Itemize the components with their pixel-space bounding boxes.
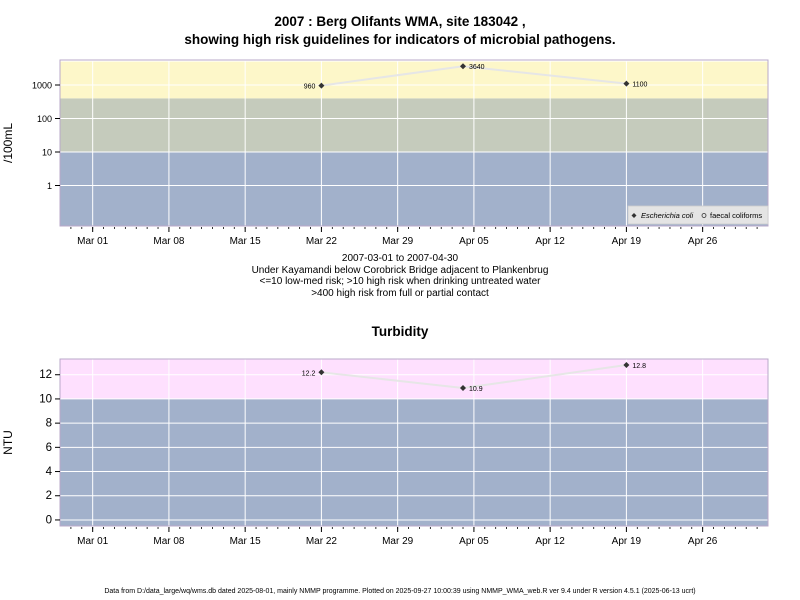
y-tick-label: 4 [46,466,53,478]
y-tick-label: 10 [42,148,52,158]
x-tick-label: Apr 26 [688,236,718,247]
legend-entry-ecoli: Escherichia coli [641,211,693,220]
risk-band [60,98,768,152]
y-axis-label: NTU [1,430,15,455]
y-tick-label: 8 [46,418,52,430]
risk-band [60,61,768,99]
data-label: 3640 [469,64,485,71]
x-tick-label: Apr 05 [459,236,489,247]
chart-title-line-2: showing high risk guidelines for indicat… [184,32,616,47]
x-tick-label: Apr 05 [459,536,489,547]
data-point-marker [460,63,467,70]
y-tick-label: 12 [39,369,52,381]
caption-guideline-contact: >400 high risk from full or partial cont… [311,287,489,299]
y-tick-label: 1000 [32,81,52,91]
x-tick-label: Apr 19 [612,236,642,247]
legend-marker-faecal [701,213,707,218]
data-label: 12.2 [302,370,316,377]
data-point-marker [623,362,630,369]
y-tick-label: 1 [47,181,52,191]
x-tick-label: Mar 22 [306,536,338,547]
risk-band [60,359,768,399]
caption-guideline-drinking: <=10 low-med risk; >10 high risk when dr… [259,276,541,287]
plot-frame [59,59,769,227]
y-tick-label: 100 [37,114,52,124]
caption-site: Under Kayamandi below Corobrick Bridge a… [251,264,549,276]
x-tick-label: Mar 29 [382,236,414,247]
footer-note: Data from D:/data_large/wq/wms.db dated … [104,588,696,595]
plot-frame [59,358,769,527]
y-tick-label: 10 [39,393,52,405]
y-tick-label: 2 [46,490,52,502]
data-point-marker [623,80,630,87]
x-tick-label: Apr 12 [535,536,565,547]
x-tick-label: Apr 26 [688,536,718,547]
x-tick-label: Mar 08 [153,236,185,247]
x-tick-label: Mar 29 [382,536,414,547]
legend-marker-ecoli [631,213,637,218]
data-point-marker [318,369,325,376]
data-label: 10.9 [469,386,483,393]
x-tick-label: Mar 08 [153,536,185,547]
x-tick-label: Mar 01 [77,536,109,547]
legend-entry-faecal: faecal coliforms [710,211,762,220]
risk-band [60,398,768,526]
x-tick-label: Mar 22 [306,236,338,247]
turbidity-chart: 0 2 4 6 8 10 12 Mar 01 Mar 08 Mar 15 Mar 22 Mar 29 A… [1,358,769,547]
data-label: 12.8 [632,363,646,370]
y-tick-label: 6 [46,442,52,454]
y-axis-label: /100mL [1,123,15,163]
data-label: 1100 [632,82,647,89]
chart-title-line-1: 2007 : Berg Olifants WMA, site 183042 , [274,14,526,29]
x-tick-label: Apr 19 [612,536,642,547]
x-tick-label: Mar 15 [230,236,262,247]
legend-box [627,205,769,225]
x-tick-label: Mar 15 [230,536,262,547]
turbidity-title: Turbidity [371,324,429,339]
microbial-chart: 1 10 100 1000 Mar 01 Mar 08 Mar 15 Mar 22 Mar 29… [1,59,769,247]
caption-date-range: 2007-03-01 to 2007-04-30 [341,253,459,264]
x-tick-label: Apr 12 [535,236,565,247]
data-point-marker [460,385,467,392]
data-label: 960 [304,84,316,91]
data-point-marker [318,82,325,89]
x-tick-label: Mar 01 [77,236,109,247]
y-tick-label: 0 [46,514,52,526]
